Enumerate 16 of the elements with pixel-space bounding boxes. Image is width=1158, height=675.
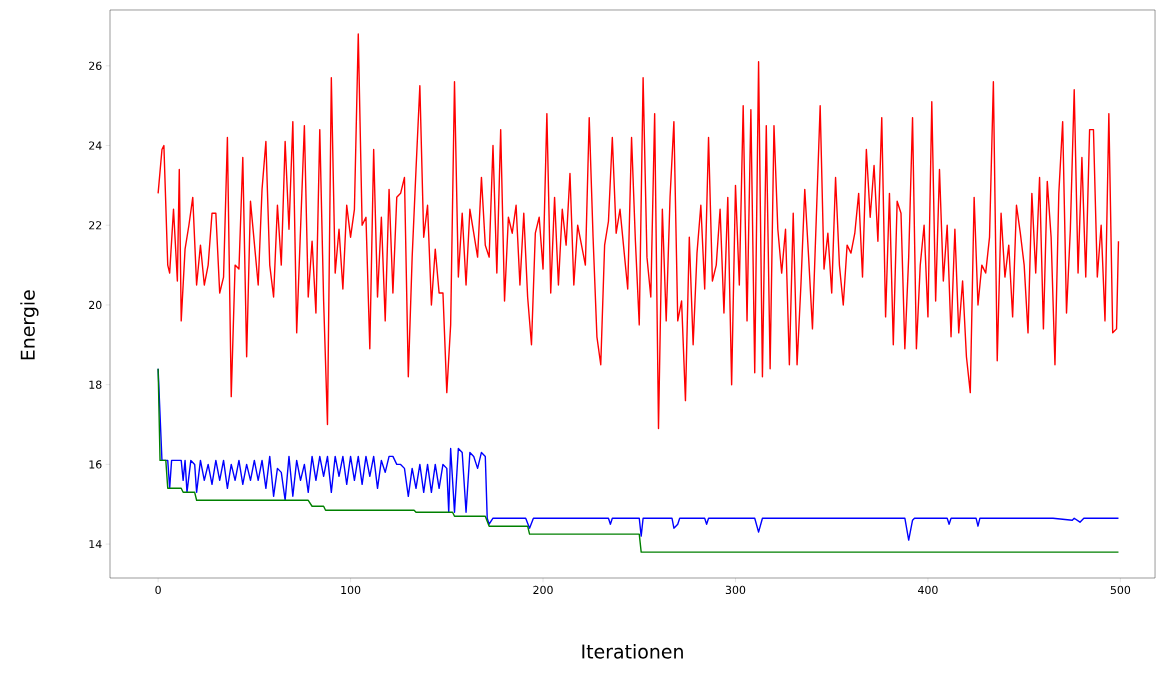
y-tick-label: 26 <box>89 61 102 70</box>
x-axis-title: Iterationen <box>582 644 683 659</box>
x-tick-label: 200 <box>533 585 553 595</box>
x-tick-label: 500 <box>1110 585 1131 595</box>
x-tick-label: 300 <box>725 585 746 595</box>
y-tick-label: 22 <box>89 221 102 230</box>
y-tick-label: 18 <box>89 380 102 389</box>
y-tick-label: 20 <box>89 300 102 310</box>
y-tick-label: 14 <box>89 540 102 549</box>
y-axis-title: Energie <box>20 290 39 360</box>
x-tick-label: 400 <box>918 585 938 595</box>
y-tick-label: 16 <box>89 460 102 469</box>
line-series <box>157 33 1120 430</box>
x-tick-label: 100 <box>341 585 361 595</box>
x-tick-label: 0 <box>155 585 161 595</box>
y-tick-label: 24 <box>89 141 102 150</box>
